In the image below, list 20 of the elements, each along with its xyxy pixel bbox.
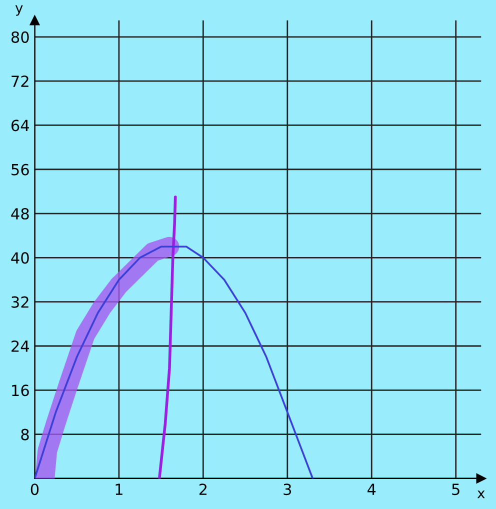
x-tick-label: 1	[116, 484, 122, 495]
y-tick-label: 72	[12, 76, 28, 87]
line-series	[34, 246, 314, 478]
x-axis-title: x	[477, 490, 485, 498]
y-axis-title: y	[15, 5, 23, 16]
y-tick-label: 64	[11, 120, 29, 132]
y-tick-label: 8	[21, 428, 29, 440]
x-tick-label: 5	[452, 484, 460, 496]
y-tick-label: 80	[11, 31, 29, 43]
y-tick-label: 48	[11, 208, 29, 220]
y-tick-label: 24	[12, 340, 29, 352]
line-series	[158, 196, 177, 478]
y-tick-label: 16	[12, 384, 29, 396]
y-tick-label: 56	[12, 164, 29, 176]
x-tick-label: 3	[284, 484, 292, 496]
y-tick-label: 40	[11, 252, 29, 264]
x-tick-label: 4	[368, 484, 376, 495]
x-tick-label: 0	[30, 484, 39, 496]
y-tick-label: 32	[12, 296, 28, 308]
x-tick-label: 2	[199, 484, 207, 495]
